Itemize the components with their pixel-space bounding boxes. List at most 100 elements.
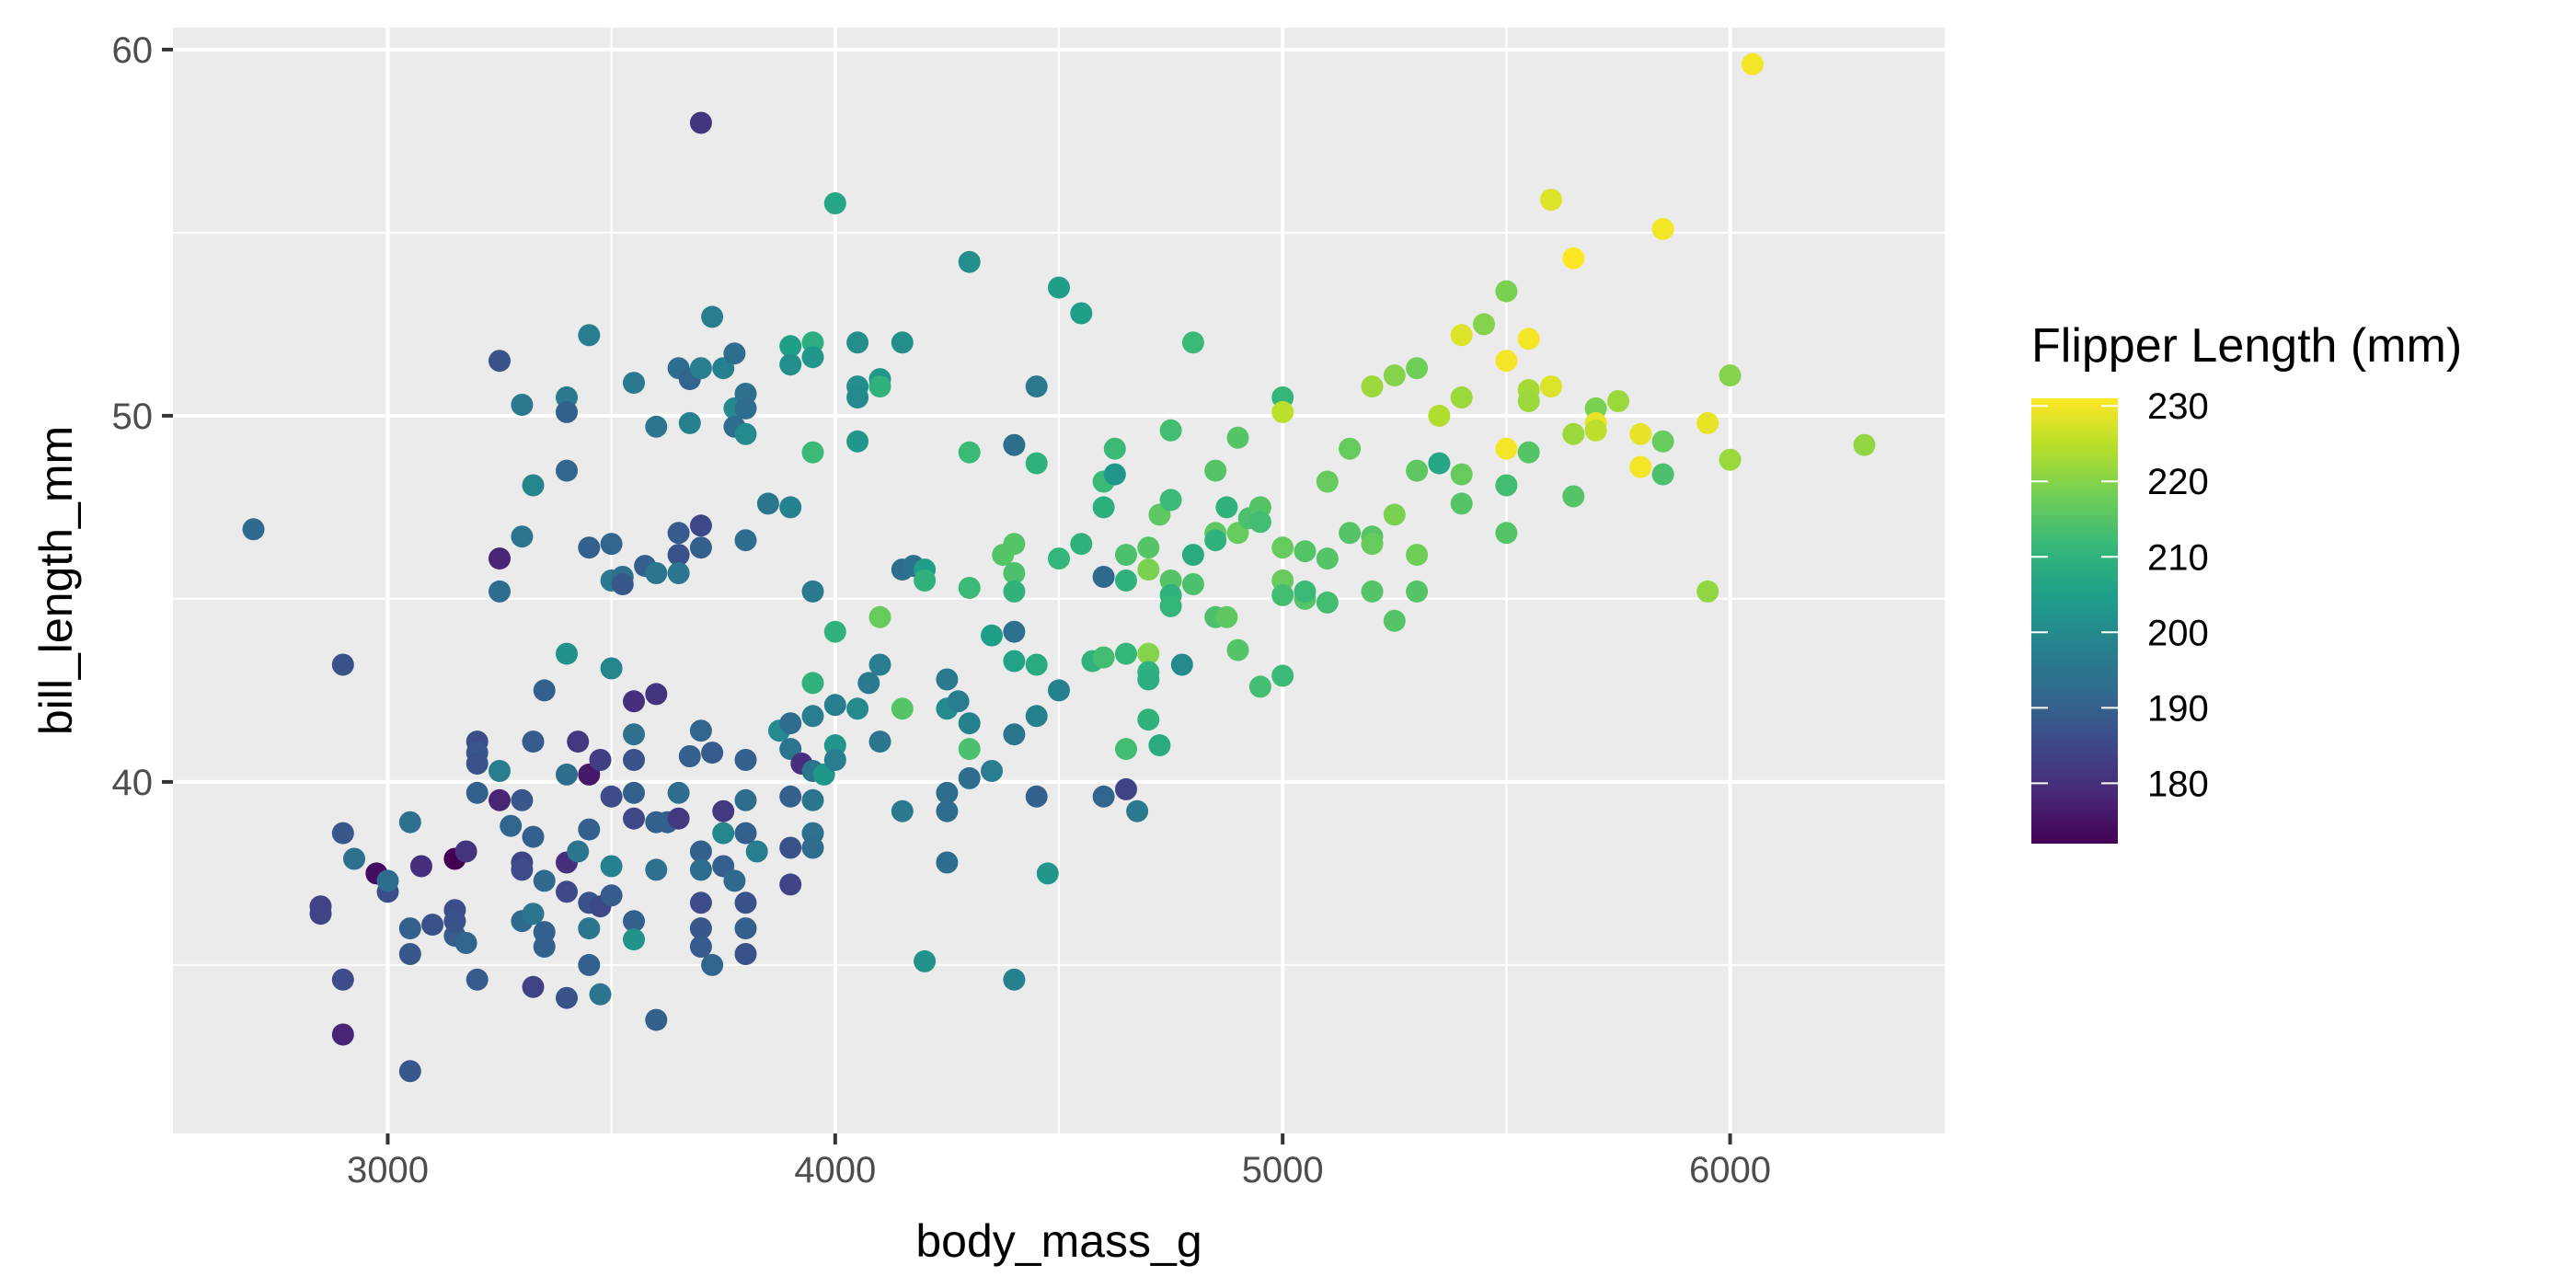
data-point xyxy=(779,496,802,519)
data-point xyxy=(779,335,802,358)
data-point xyxy=(1137,668,1160,691)
data-point xyxy=(1719,448,1742,471)
data-point xyxy=(556,642,578,665)
colorbar-label: 180 xyxy=(2147,764,2209,804)
data-point xyxy=(522,975,545,998)
data-point xyxy=(667,562,690,584)
data-point xyxy=(567,840,590,863)
data-point xyxy=(734,917,757,940)
data-point xyxy=(1159,419,1182,442)
data-point xyxy=(511,858,534,881)
data-point xyxy=(734,397,757,420)
data-point xyxy=(645,415,668,438)
data-point xyxy=(409,855,432,878)
data-point xyxy=(623,690,645,713)
data-point xyxy=(489,547,511,570)
data-point xyxy=(846,697,869,720)
data-point xyxy=(823,694,846,717)
data-point xyxy=(801,705,824,728)
data-point xyxy=(1495,474,1518,497)
data-point xyxy=(533,869,556,892)
colorbar-label: 200 xyxy=(2147,613,2209,653)
data-point xyxy=(701,742,724,765)
data-point xyxy=(1450,386,1473,408)
x-tick-label: 5000 xyxy=(1242,1150,1324,1190)
data-point xyxy=(868,605,891,628)
data-point xyxy=(801,441,824,464)
data-point xyxy=(1226,638,1249,661)
data-point xyxy=(600,785,623,808)
data-point xyxy=(1339,437,1362,460)
data-point xyxy=(1696,580,1719,603)
data-point xyxy=(1003,580,1026,603)
data-point xyxy=(1025,785,1048,808)
data-point xyxy=(454,932,477,954)
data-point xyxy=(1137,558,1160,581)
data-point xyxy=(1473,313,1495,336)
data-point xyxy=(846,430,869,453)
data-point xyxy=(1137,536,1160,559)
y-tick-label: 50 xyxy=(112,397,154,437)
data-point xyxy=(1003,433,1026,456)
data-point xyxy=(689,891,712,914)
data-point xyxy=(723,869,746,892)
data-point xyxy=(1181,331,1204,354)
data-point xyxy=(689,357,712,380)
data-point xyxy=(1428,452,1451,475)
x-axis-title: body_mass_g xyxy=(915,1215,1202,1267)
data-point xyxy=(1048,547,1070,570)
data-point xyxy=(556,986,578,1009)
data-point xyxy=(578,953,601,976)
data-point xyxy=(1003,650,1026,673)
data-point xyxy=(801,788,824,811)
data-point xyxy=(667,807,690,830)
data-point xyxy=(1450,463,1473,486)
data-point xyxy=(868,375,891,398)
data-point xyxy=(645,858,668,881)
data-point xyxy=(600,657,623,680)
data-point xyxy=(1215,496,1238,519)
data-point xyxy=(958,250,981,273)
data-point xyxy=(734,943,757,965)
data-point xyxy=(823,620,846,643)
y-axis: 40 50 60 xyxy=(112,30,173,803)
data-point xyxy=(331,653,354,676)
data-point xyxy=(1495,280,1518,303)
data-point xyxy=(801,836,824,859)
minor-gridlines xyxy=(173,28,1945,1133)
data-point xyxy=(1092,785,1115,808)
data-point xyxy=(1517,328,1540,351)
data-point xyxy=(734,788,757,811)
data-point xyxy=(1540,375,1562,398)
data-point xyxy=(1316,591,1339,614)
data-point xyxy=(1248,511,1271,534)
data-point xyxy=(645,1008,668,1031)
data-point xyxy=(1584,419,1607,442)
data-point xyxy=(1148,734,1171,757)
data-point xyxy=(868,730,891,753)
data-point xyxy=(891,331,914,354)
data-point xyxy=(1048,276,1070,299)
data-point xyxy=(701,305,724,328)
colorbar xyxy=(2031,398,2118,844)
data-point xyxy=(1248,675,1271,698)
data-point xyxy=(689,719,712,742)
data-point xyxy=(1271,400,1294,423)
data-point xyxy=(779,712,802,735)
data-point xyxy=(556,400,578,423)
data-point xyxy=(1137,642,1160,665)
data-point xyxy=(1226,426,1249,449)
data-point xyxy=(1428,404,1451,427)
data-point xyxy=(857,672,880,695)
data-point xyxy=(1651,217,1674,240)
data-point xyxy=(1316,470,1339,493)
data-point xyxy=(801,580,824,603)
data-point xyxy=(1215,605,1238,628)
data-point xyxy=(801,346,824,369)
data-point xyxy=(1115,569,1137,592)
data-point xyxy=(623,910,645,933)
data-point xyxy=(689,917,712,940)
data-point xyxy=(1406,459,1429,482)
data-point xyxy=(398,1060,421,1083)
